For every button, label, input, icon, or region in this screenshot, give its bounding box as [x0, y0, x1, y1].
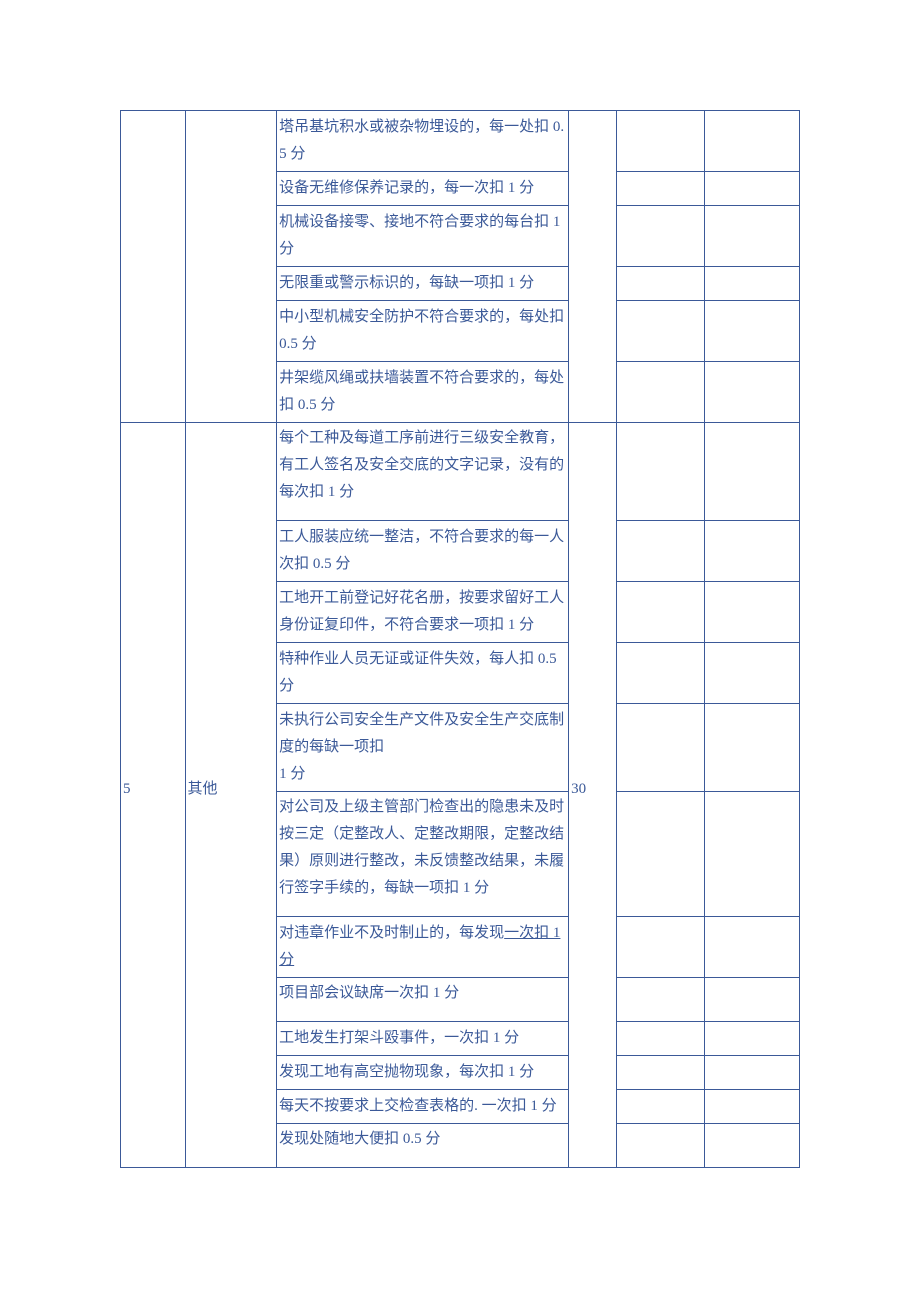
- cell-criteria: 未执行公司安全生产文件及安全生产交底制度的每缺一项扣 1 分: [277, 704, 569, 792]
- cell-col5: [616, 643, 704, 704]
- cell-col6: [704, 362, 799, 423]
- cell-col5: [616, 582, 704, 643]
- cell-criteria: 每天不按要求上交检查表格的. 一次扣 1 分: [277, 1090, 569, 1124]
- cell-criteria: 每个工种及每道工序前进行三级安全教育，有工人签名及安全交底的文字记录，没有的每次…: [277, 423, 569, 521]
- cell-col5: [616, 521, 704, 582]
- cell-col5: [616, 704, 704, 792]
- cell-col6: [704, 423, 799, 521]
- cell-col5: [616, 206, 704, 267]
- cell-col6: [704, 1090, 799, 1124]
- cell-criteria: 机械设备接零、接地不符合要求的每台扣 1 分: [277, 206, 569, 267]
- cell-col6: [704, 111, 799, 172]
- cell-criteria: 对违章作业不及时制止的，每发现一次扣 1 分: [277, 917, 569, 978]
- cell-col6: [704, 1124, 799, 1168]
- cell-criteria: 对公司及上级主管部门检查出的隐患未及时按三定（定整改人、定整改期限，定整改结果）…: [277, 792, 569, 917]
- cell-criteria: 中小型机械安全防护不符合要求的，每处扣 0.5 分: [277, 301, 569, 362]
- cell-col5: [616, 792, 704, 917]
- cell-col6: [704, 172, 799, 206]
- cell-col5: [616, 1022, 704, 1056]
- cell-col6: [704, 917, 799, 978]
- cell-col5: [616, 362, 704, 423]
- cell-criteria: 塔吊基坑积水或被杂物埋设的，每一处扣 0.5 分: [277, 111, 569, 172]
- cell-criteria: 井架缆风绳或扶墙装置不符合要求的，每处扣 0.5 分: [277, 362, 569, 423]
- cell-col6: [704, 792, 799, 917]
- cell-col6: [704, 206, 799, 267]
- cell-col6: [704, 301, 799, 362]
- cell-col6: [704, 582, 799, 643]
- cell-text-plain: 对违章作业不及时制止的，每发现: [279, 925, 504, 941]
- cell-col5: [616, 267, 704, 301]
- cell-col5: [616, 917, 704, 978]
- cell-col5: [616, 1090, 704, 1124]
- cell-criteria: 特种作业人员无证或证件失效，每人扣 0.5 分: [277, 643, 569, 704]
- cell-col5: [616, 301, 704, 362]
- cell-seq: 5: [121, 423, 186, 1168]
- cell-category: [185, 111, 277, 423]
- cell-criteria: 工地开工前登记好花名册，按要求留好工人身份证复印件，不符合要求一项扣 1 分: [277, 582, 569, 643]
- table-row: 5 其他 每个工种及每道工序前进行三级安全教育，有工人签名及安全交底的文字记录，…: [121, 423, 800, 521]
- cell-criteria: 发现处随地大便扣 0.5 分: [277, 1124, 569, 1168]
- cell-score: 30: [569, 423, 617, 1168]
- cell-col6: [704, 643, 799, 704]
- cell-criteria: 无限重或警示标识的，每缺一项扣 1 分: [277, 267, 569, 301]
- cell-criteria: 工人服装应统一整洁，不符合要求的每一人次扣 0.5 分: [277, 521, 569, 582]
- cell-col6: [704, 1022, 799, 1056]
- cell-criteria: 发现工地有高空抛物现象，每次扣 1 分: [277, 1056, 569, 1090]
- cell-col6: [704, 704, 799, 792]
- scoring-table: 塔吊基坑积水或被杂物埋设的，每一处扣 0.5 分 设备无维修保养记录的，每一次扣…: [120, 110, 800, 1168]
- cell-col5: [616, 111, 704, 172]
- cell-criteria: 项目部会议缺席一次扣 1 分: [277, 978, 569, 1022]
- table-row: 塔吊基坑积水或被杂物埋设的，每一处扣 0.5 分: [121, 111, 800, 172]
- cell-criteria: 工地发生打架斗殴事件，一次扣 1 分: [277, 1022, 569, 1056]
- cell-category: 其他: [185, 423, 277, 1168]
- cell-score: [569, 111, 617, 423]
- cell-col5: [616, 1124, 704, 1168]
- cell-col5: [616, 423, 704, 521]
- cell-col5: [616, 1056, 704, 1090]
- cell-col6: [704, 267, 799, 301]
- cell-col5: [616, 172, 704, 206]
- cell-col6: [704, 1056, 799, 1090]
- cell-text: 未执行公司安全生产文件及安全生产交底制度的每缺一项扣 1 分: [279, 712, 564, 782]
- cell-seq: [121, 111, 186, 423]
- cell-col5: [616, 978, 704, 1022]
- cell-criteria: 设备无维修保养记录的，每一次扣 1 分: [277, 172, 569, 206]
- cell-col6: [704, 978, 799, 1022]
- cell-col6: [704, 521, 799, 582]
